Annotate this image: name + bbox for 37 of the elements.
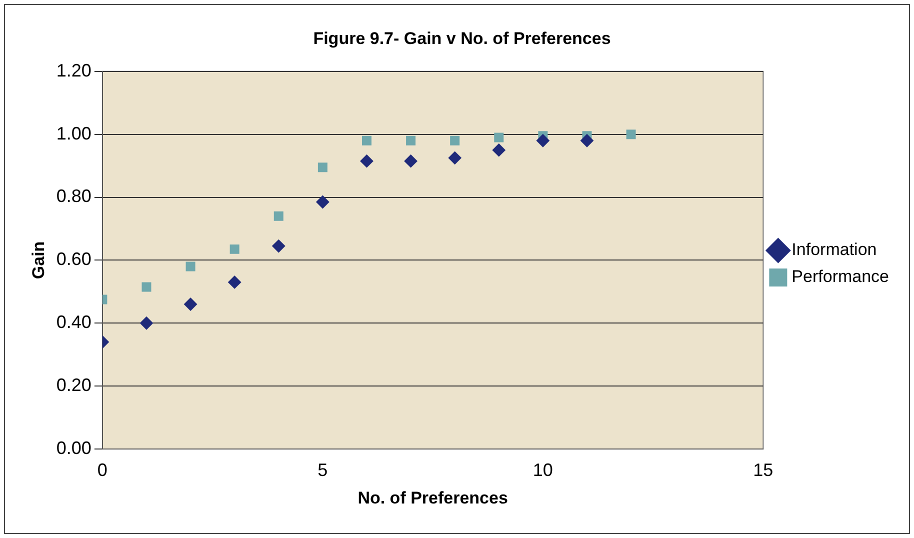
point [184, 298, 198, 311]
point [536, 134, 550, 148]
chart-title: Figure 9.7- Gain v No. of Preferences [313, 28, 611, 48]
y-axis-title: Gain [28, 241, 48, 280]
point [272, 240, 286, 253]
legend-label: Performance [792, 267, 890, 286]
point [448, 151, 462, 164]
y-tick-label: 0.40 [56, 312, 92, 332]
point [274, 211, 284, 221]
point [626, 130, 636, 140]
point [318, 162, 328, 172]
point [140, 316, 153, 330]
point [492, 144, 506, 157]
y-tick-label: 1.20 [56, 60, 92, 80]
y-tick-label: 0.60 [56, 249, 92, 270]
x-tick-label: 15 [753, 460, 774, 480]
point [142, 282, 152, 292]
point [406, 136, 416, 146]
point [230, 244, 240, 254]
y-tick-label: 0.20 [56, 375, 92, 396]
x-tick-label: 0 [97, 460, 108, 480]
point [316, 195, 330, 208]
legend-label: Information [792, 240, 877, 260]
point [494, 132, 504, 142]
point [580, 134, 594, 148]
y-tick-label: 1.00 [56, 123, 92, 144]
point [360, 154, 374, 168]
point [186, 262, 196, 272]
point [228, 276, 242, 289]
x-tick-label: 5 [318, 460, 328, 480]
point [362, 136, 372, 146]
point [404, 154, 418, 168]
y-tick-label: 0.00 [56, 438, 92, 458]
x-tick-label: 10 [532, 460, 553, 480]
y-tick-label: 0.80 [56, 186, 92, 206]
x-axis-title: No. of Preferences [358, 488, 508, 508]
point [450, 136, 460, 146]
